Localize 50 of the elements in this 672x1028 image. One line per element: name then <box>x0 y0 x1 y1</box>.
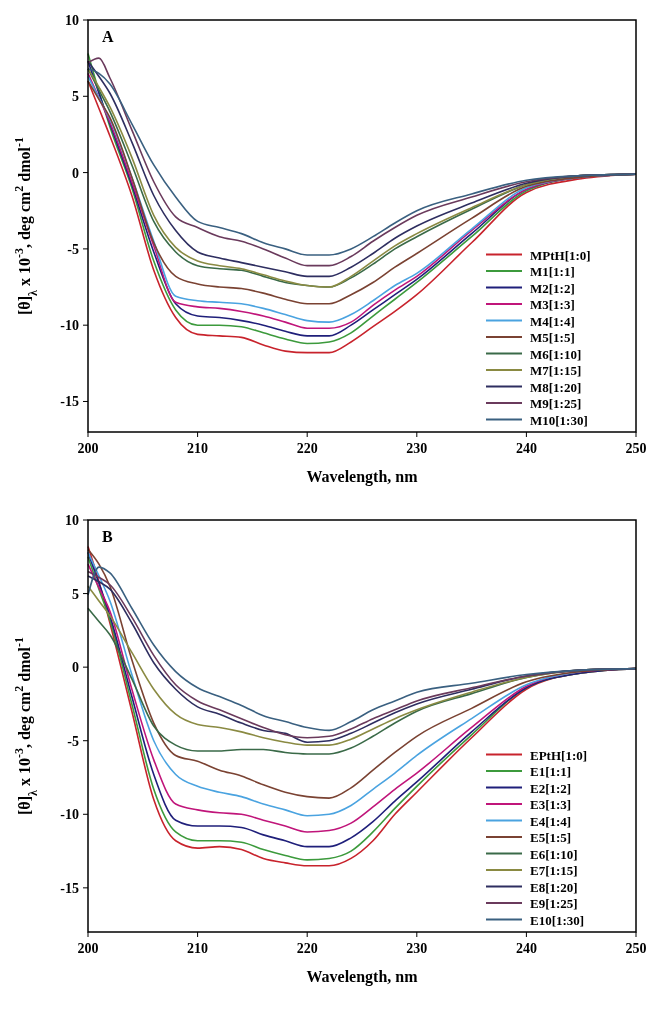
y-tick-label: -15 <box>60 394 79 410</box>
x-tick-label: 210 <box>187 941 209 956</box>
x-tick-label: 250 <box>625 941 647 956</box>
y-tick-label: -10 <box>60 318 79 334</box>
y-tick-label: -15 <box>60 880 79 896</box>
y-tick-label: 0 <box>72 660 79 676</box>
legend-label: E4[1:4] <box>530 813 572 829</box>
legend-label: E7[1:15] <box>530 863 578 878</box>
legend-label: MPtH[1:0] <box>530 247 591 263</box>
legend-label: M4[1:4] <box>530 313 575 329</box>
legend-label: M2[1:2] <box>530 280 575 296</box>
y-tick-label: 10 <box>65 13 79 28</box>
legend-label: E9[1:25] <box>530 896 578 911</box>
x-tick-label: 200 <box>77 941 99 956</box>
legend-label: E6[1:10] <box>530 846 578 862</box>
legend-label: M1[1:1] <box>530 264 575 279</box>
legend-label: EPtH[1:0] <box>530 747 588 763</box>
x-axis-title: Wavelength, nm <box>306 968 419 986</box>
x-tick-label: 250 <box>625 441 647 456</box>
y-tick-label: -5 <box>67 733 79 749</box>
legend-label: M10[1:30] <box>530 412 588 428</box>
x-tick-label: 240 <box>515 441 537 456</box>
x-tick-label: 220 <box>296 941 318 956</box>
legend-label: M3[1:3] <box>530 297 575 312</box>
legend-label: M9[1:25] <box>530 396 582 411</box>
y-tick-label: -10 <box>60 807 79 823</box>
x-tick-label: 210 <box>187 441 209 456</box>
legend-label: M7[1:15] <box>530 363 582 378</box>
y-tick-label: 10 <box>65 513 79 528</box>
x-tick-label: 220 <box>296 441 318 456</box>
legend-label: E2[1:2] <box>530 780 572 796</box>
x-tick-label: 200 <box>77 441 99 456</box>
legend-label: M6[1:10] <box>530 346 582 362</box>
x-tick-label: 240 <box>515 941 537 956</box>
text: A <box>102 28 114 45</box>
y-tick-label: 5 <box>72 89 79 105</box>
legend-label: E8[1:20] <box>530 879 578 895</box>
legend-label: E5[1:5] <box>530 830 572 845</box>
y-tick-label: -5 <box>67 241 79 257</box>
x-tick-label: 230 <box>406 941 428 956</box>
x-tick-label: 230 <box>406 441 428 456</box>
legend-label: M8[1:20] <box>530 379 582 395</box>
text: B <box>102 528 113 545</box>
legend-label: E1[1:1] <box>530 764 572 779</box>
y-tick-label: 5 <box>72 586 79 602</box>
legend-label: E3[1:3] <box>530 797 572 812</box>
x-axis-title: Wavelength, nm <box>306 468 419 486</box>
legend-label: E10[1:30] <box>530 912 585 928</box>
y-tick-label: 0 <box>72 165 79 181</box>
legend-label: M5[1:5] <box>530 330 575 345</box>
